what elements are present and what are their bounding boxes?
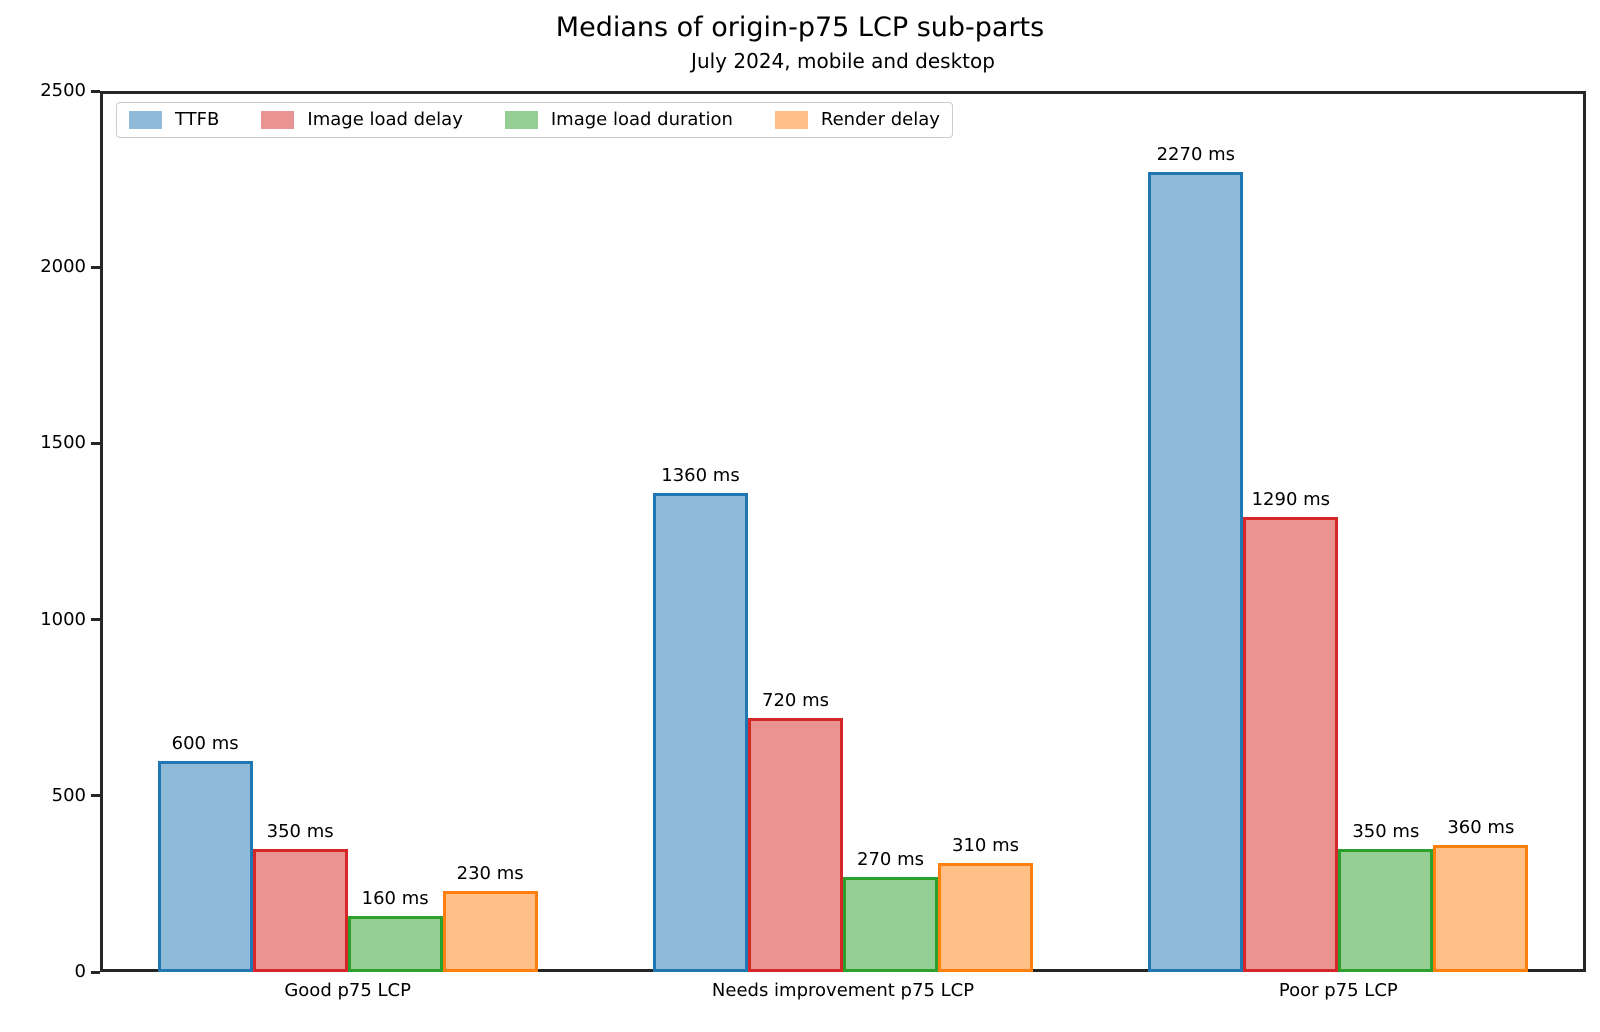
bar-image-load-duration-needs-improvement-p75-lcp <box>843 876 938 972</box>
bar-value-label: 1360 ms <box>661 464 740 486</box>
legend-label: TTFB <box>175 109 220 130</box>
bar-image-load-delay-good-p75-lcp <box>252 848 348 972</box>
chart-subtitle: July 2024, mobile and desktop <box>691 49 995 73</box>
y-tick-label: 1500 <box>40 432 86 454</box>
bar-value-label: 310 ms <box>952 834 1019 856</box>
bar-image-load-duration-poor-p75-lcp <box>1338 848 1434 972</box>
bar-image-load-duration-good-p75-lcp <box>347 915 443 972</box>
y-tick-mark <box>91 441 100 445</box>
x-category-label: Poor p75 LCP <box>1278 980 1398 1001</box>
bar-value-label: 720 ms <box>762 690 829 712</box>
y-tick-label: 2000 <box>40 256 86 278</box>
bar-value-label: 600 ms <box>171 732 239 754</box>
legend-item-ttfb: TTFB <box>129 109 219 131</box>
bar-render-delay-needs-improvement-p75-lcp <box>938 862 1033 972</box>
bar-value-label: 160 ms <box>361 887 429 909</box>
image-load-duration-swatch-icon <box>504 111 538 129</box>
bar-ttfb-good-p75-lcp <box>157 760 253 972</box>
bar-value-label: 2270 ms <box>1156 144 1236 166</box>
y-tick-label: 500 <box>51 784 86 806</box>
legend-item-render-delay: Render delay <box>774 109 940 131</box>
bar-image-load-delay-needs-improvement-p75-lcp <box>748 718 843 972</box>
bar-value-label: 360 ms <box>1447 817 1515 839</box>
legend-label: Render delay <box>820 109 940 130</box>
bar-value-label: 350 ms <box>1352 820 1420 842</box>
bar-image-load-delay-poor-p75-lcp <box>1243 517 1339 972</box>
y-tick-mark <box>91 265 100 269</box>
bar-value-label: 230 ms <box>456 862 524 884</box>
legend-label: Image load delay <box>307 109 463 130</box>
render-delay-swatch-icon <box>774 111 808 129</box>
legend-label: Image load duration <box>550 109 733 130</box>
bar-render-delay-poor-p75-lcp <box>1433 845 1529 972</box>
x-category-label: Needs improvement p75 LCP <box>711 980 975 1001</box>
bar-value-label: 350 ms <box>266 820 334 842</box>
bar-value-label: 1290 ms <box>1251 489 1331 511</box>
y-tick-mark <box>91 89 100 93</box>
x-category-label: Good p75 LCP <box>284 980 411 1001</box>
bar-ttfb-needs-improvement-p75-lcp <box>653 492 748 972</box>
y-tick-mark <box>91 794 100 798</box>
y-tick-mark <box>91 618 100 622</box>
legend: TTFB Image load delay Image load duration R… <box>116 102 953 138</box>
bar-ttfb-poor-p75-lcp <box>1148 172 1244 972</box>
image-load-delay-swatch-icon <box>261 111 295 129</box>
legend-item-image-load-delay: Image load delay <box>261 109 463 131</box>
y-tick-label: 1000 <box>40 608 86 630</box>
chart-title: Medians of origin-p75 LCP sub-parts <box>555 12 1045 43</box>
bar-render-delay-good-p75-lcp <box>442 890 538 972</box>
bar-value-label: 270 ms <box>857 848 924 870</box>
y-tick-mark <box>91 970 100 974</box>
y-tick-label: 0 <box>74 961 86 982</box>
y-tick-label: 2500 <box>40 80 86 101</box>
legend-item-image-load-duration: Image load duration <box>504 109 733 131</box>
plot-area: TTFB Image load delay Image load duration R… <box>100 91 1586 972</box>
ttfb-swatch-icon <box>129 111 162 129</box>
